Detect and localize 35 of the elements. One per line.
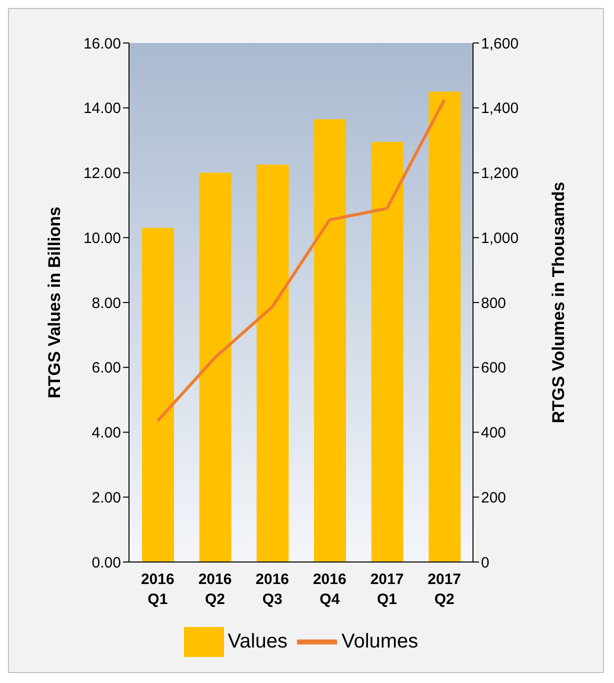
y-tick-label: 4.00: [92, 424, 121, 442]
bar: [256, 164, 289, 562]
y-tick-label: 10.00: [83, 230, 121, 247]
y2-tick-label: 600: [481, 360, 506, 377]
line-series: [156, 98, 446, 422]
y2-tick-label: 1,400: [481, 100, 519, 118]
bar: [142, 228, 174, 562]
y-tick-label: 8.00: [92, 294, 121, 312]
y2-tick-label: 800: [481, 294, 506, 312]
x-tick-label: 2017 Q1: [370, 571, 404, 608]
x-tick-label: 2016 Q2: [198, 571, 232, 608]
x-tick-label: 2016 Q3: [256, 571, 290, 608]
bar: [371, 142, 404, 562]
x-tick-label: 2016 Q1: [140, 571, 174, 608]
x-tick-label: 2017 Q2: [428, 571, 462, 608]
legend-label: Volumes: [341, 630, 418, 652]
y-tick-label: 0.00: [92, 554, 121, 572]
bar: [199, 172, 232, 562]
y-tick-label: 12.00: [83, 165, 121, 182]
y-tick-label: 2.00: [92, 489, 121, 506]
y-axis-title: RTGS Values in Billions: [45, 206, 64, 398]
y-tick-label: 14.00: [83, 100, 121, 118]
y2-tick-label: 1,600: [481, 35, 519, 52]
y2-tick-label: 0: [481, 554, 490, 572]
y2-axis-title: RTGS Volumes in Thousamds: [549, 182, 568, 424]
bar: [428, 92, 461, 562]
y-tick-label: 6.00: [92, 360, 121, 377]
y2-tick-label: 1,200: [481, 165, 519, 182]
x-tick-label: 2016 Q4: [312, 571, 346, 608]
y-tick-label: 16.00: [83, 35, 121, 52]
y2-tick-label: 400: [481, 424, 506, 442]
legend-label: Values: [228, 630, 288, 652]
y2-tick-label: 200: [481, 489, 506, 506]
bar: [314, 119, 346, 562]
y2-tick-label: 1,000: [481, 230, 519, 247]
